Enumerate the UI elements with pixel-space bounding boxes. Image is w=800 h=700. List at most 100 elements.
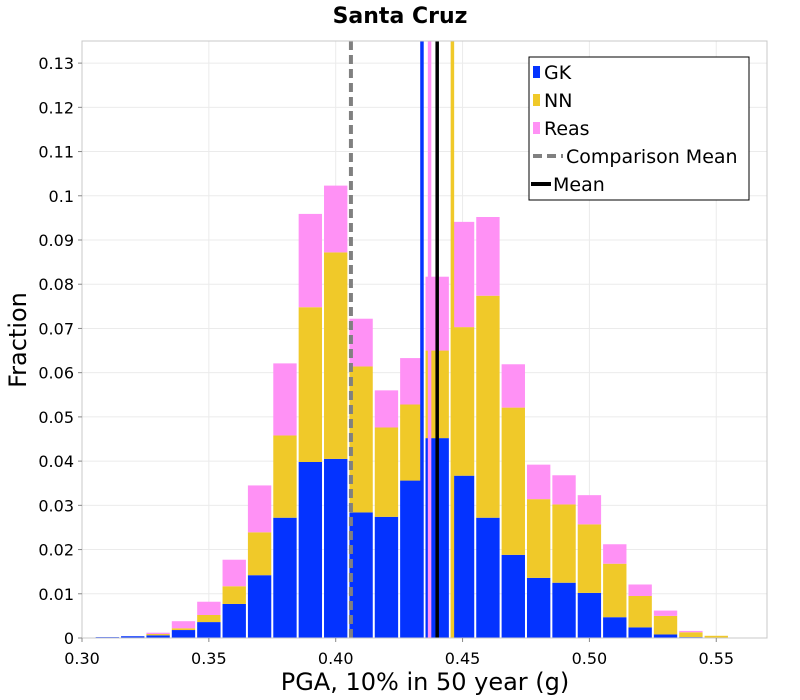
bar-layer — [95, 185, 728, 638]
y-tick-label-13: 0.13 — [38, 54, 74, 73]
bar-reas-4 — [197, 601, 221, 616]
y-tick-label-2: 0.02 — [38, 541, 74, 560]
bar-nn-23 — [679, 632, 703, 638]
bar-reas-16 — [501, 364, 525, 408]
bar-gk-10 — [349, 512, 373, 638]
mean-line-layer — [348, 41, 455, 638]
bar-reas-23 — [679, 630, 703, 633]
y-tick-label-12: 0.12 — [38, 98, 74, 117]
bar-gk-3 — [171, 630, 196, 638]
legend-label-gk: GK — [544, 62, 572, 84]
x-tick-label-3: 0.45 — [445, 649, 481, 668]
x-axis-label: PGA, 10% in 50 year (g) — [281, 668, 570, 696]
bar-gk-1 — [121, 636, 145, 638]
bar-nn-7 — [273, 435, 297, 518]
bar-gk-7 — [273, 517, 297, 638]
bar-reas-2 — [146, 632, 170, 635]
legend-label-nn: NN — [544, 90, 572, 112]
x-tick-label-5: 0.55 — [698, 649, 734, 668]
legend-label-comparison-mean: Comparison Mean — [566, 146, 738, 168]
bar-nn-8 — [298, 307, 323, 462]
plot-frame — [81, 40, 768, 639]
bar-gk-2 — [146, 635, 170, 638]
y-tick-label-1: 0.01 — [38, 585, 74, 604]
bar-reas-20 — [603, 544, 627, 564]
bar-reas-8 — [298, 213, 323, 308]
legend-swatch-reas — [533, 122, 540, 134]
bar-gk-15 — [476, 517, 500, 638]
y-tick-label-6: 0.06 — [38, 364, 74, 383]
bar-gk-4 — [197, 622, 221, 638]
bar-nn-22 — [653, 615, 678, 635]
bar-nn-15 — [476, 295, 500, 518]
bar-nn-17 — [526, 499, 551, 578]
bar-nn-3 — [171, 628, 196, 631]
y-tick-label-8: 0.08 — [38, 275, 74, 294]
bar-reas-7 — [273, 363, 297, 436]
bar-gk-14 — [450, 475, 475, 638]
bar-nn-2 — [146, 634, 170, 636]
bar-gk-11 — [374, 516, 399, 638]
bar-gk-17 — [526, 577, 551, 638]
bar-reas-18 — [552, 475, 576, 505]
bar-reas-21 — [628, 584, 652, 596]
bar-gk-9 — [324, 458, 348, 638]
bar-reas-10 — [349, 318, 373, 367]
axis-layer: 0 0.01 0.02 0.03 0.04 0.05 0.06 0.07 0.08 0.09 0.1… — [38, 54, 734, 668]
x-tick-label-4: 0.50 — [572, 649, 608, 668]
y-axis-label: Fraction — [4, 292, 32, 388]
bar-nn-21 — [628, 595, 652, 628]
legend-swatch-gk — [533, 66, 540, 78]
bar-nn-4 — [197, 615, 221, 623]
y-tick-label-9: 0.09 — [38, 231, 74, 250]
bar-nn-14 — [450, 327, 475, 476]
legend-swatch-nn — [533, 94, 540, 106]
bar-gk-19 — [577, 592, 602, 638]
bar-reas-6 — [247, 485, 272, 533]
chart-title: Santa Cruz — [333, 4, 468, 29]
x-tick-label-1: 0.35 — [191, 649, 227, 668]
bar-reas-3 — [171, 621, 196, 629]
legend: GK NN Reas Comparison Mean Mean — [528, 56, 750, 201]
y-tick-label-4: 0.04 — [38, 452, 74, 471]
legend-label-reas: Reas — [544, 118, 590, 140]
y-tick-label-3: 0.03 — [38, 496, 74, 515]
bar-reas-9 — [324, 185, 348, 253]
y-tick-label-11: 0.11 — [38, 143, 74, 162]
bar-nn-19 — [577, 524, 602, 593]
legend-box — [528, 56, 750, 201]
bar-nn-5 — [222, 586, 246, 604]
bar-gk-5 — [222, 603, 246, 638]
bar-nn-10 — [349, 366, 373, 513]
bar-gk-21 — [628, 627, 652, 638]
bar-reas-22 — [653, 610, 678, 616]
y-tick-label-5: 0.05 — [38, 408, 74, 427]
bar-nn-18 — [552, 504, 576, 583]
bar-reas-11 — [374, 390, 399, 428]
x-tick-label-0: 0.30 — [64, 649, 100, 668]
bar-gk-8 — [298, 461, 323, 638]
bar-reas-12 — [400, 358, 424, 405]
bar-gk-22 — [653, 634, 678, 638]
y-tick-label-10: 0.1 — [49, 187, 74, 206]
y-tick-label-7: 0.07 — [38, 319, 74, 338]
x-tick-label-2: 0.40 — [318, 649, 354, 668]
bar-gk-12 — [400, 480, 424, 638]
bar-nn-24 — [704, 635, 728, 638]
bar-gk-20 — [603, 617, 627, 638]
legend-label-mean: Mean — [553, 174, 605, 196]
bar-nn-20 — [603, 563, 627, 618]
bar-nn-11 — [374, 427, 399, 517]
bar-reas-15 — [476, 217, 500, 296]
bar-gk-16 — [501, 554, 525, 638]
bar-reas-14 — [450, 221, 475, 328]
bar-nn-9 — [324, 252, 348, 459]
bar-reas-17 — [526, 464, 551, 500]
bar-nn-6 — [247, 532, 272, 576]
bar-nn-16 — [501, 407, 525, 555]
bar-nn-12 — [400, 404, 424, 481]
bar-reas-5 — [222, 559, 246, 587]
bar-reas-19 — [577, 495, 602, 525]
